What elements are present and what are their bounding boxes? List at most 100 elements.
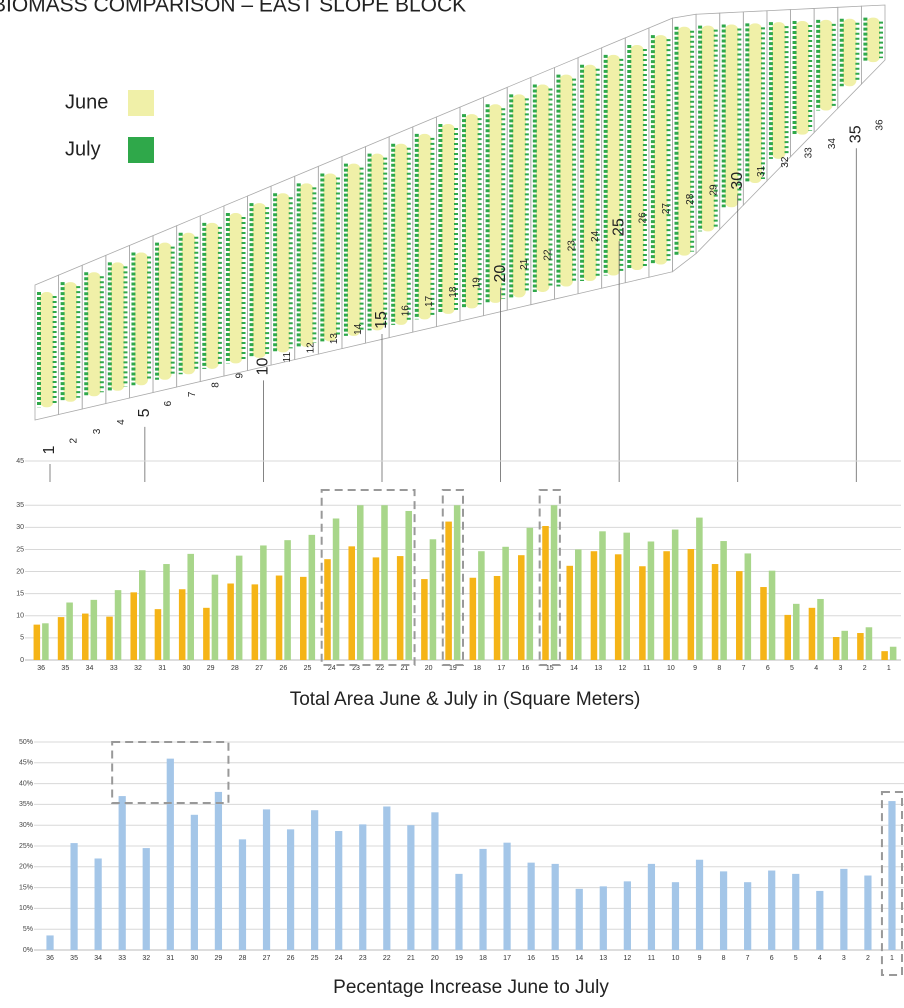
x-tick-label: 30 (190, 955, 198, 962)
x-tick-label: 20 (431, 955, 439, 962)
bar (696, 860, 703, 950)
legend-label: June (65, 91, 108, 113)
y-tick-label: 35 (16, 502, 24, 509)
y-tick-label: 15 (16, 591, 24, 598)
plot-label: 15 (373, 311, 390, 329)
plot-label: 26 (637, 212, 648, 224)
x-tick-label: 3 (842, 955, 846, 962)
bar (119, 796, 126, 950)
bar (599, 531, 606, 660)
plot-label: 32 (780, 156, 791, 168)
x-tick-label: 6 (770, 955, 774, 962)
x-tick-label: 29 (207, 665, 215, 672)
bar (106, 617, 113, 660)
bar (430, 539, 437, 660)
plot-label: 8 (211, 382, 222, 388)
x-tick-label: 32 (142, 955, 150, 962)
y-tick-label: 30% (19, 822, 33, 829)
y-tick-label: 0% (23, 947, 33, 954)
y-tick-label: 10% (19, 905, 33, 912)
bar (311, 810, 318, 950)
bar (663, 551, 670, 660)
x-tick-label: 31 (158, 665, 166, 672)
plot-label: 17 (424, 295, 435, 307)
chart-title: Total Area June & July in (Square Meters… (290, 689, 641, 710)
x-tick-label: 23 (359, 955, 367, 962)
bar (712, 564, 719, 660)
june-cover (394, 144, 408, 325)
bar (252, 584, 259, 660)
x-tick-label: 32 (134, 665, 142, 672)
x-tick-label: 13 (594, 665, 602, 672)
bar (744, 882, 751, 950)
x-tick-label: 11 (643, 665, 650, 672)
bar (397, 556, 404, 660)
bar (203, 608, 210, 660)
x-tick-label: 12 (619, 665, 627, 672)
bar (359, 824, 366, 950)
bar (575, 549, 582, 660)
june-cover (748, 23, 762, 183)
bar (864, 876, 871, 950)
x-tick-label: 8 (717, 665, 721, 672)
bar (857, 633, 864, 660)
bar (816, 891, 823, 950)
june-cover (701, 26, 715, 232)
bar (552, 864, 559, 950)
plot-label: 24 (590, 230, 601, 242)
bar (381, 505, 388, 660)
bar (58, 617, 65, 660)
june-cover (64, 282, 78, 402)
bar (70, 843, 77, 950)
bar (155, 609, 162, 660)
bar (566, 566, 573, 660)
plot-label: 14 (353, 323, 364, 335)
plot-label: 6 (163, 400, 174, 406)
plot-label: 27 (661, 203, 672, 215)
x-tick-label: 19 (455, 955, 463, 962)
plot-label: 16 (400, 305, 411, 317)
plot-label: 31 (756, 165, 767, 177)
y-tick-label: 40% (19, 780, 33, 787)
plot-label: 25 (610, 218, 627, 236)
bar (600, 886, 607, 950)
bar (478, 551, 485, 660)
x-tick-label: 11 (648, 955, 655, 962)
x-tick-label: 25 (311, 955, 319, 962)
x-tick-label: 35 (61, 665, 69, 672)
june-cover (134, 253, 148, 386)
bar (421, 579, 428, 660)
plot-label: 33 (803, 147, 814, 159)
june-cover (205, 223, 219, 369)
bar (383, 806, 390, 950)
x-tick-label: 18 (479, 955, 487, 962)
bar (866, 627, 873, 660)
plot-label: 19 (471, 277, 482, 289)
x-tick-label: 14 (575, 955, 583, 962)
bar (300, 577, 307, 660)
bar (91, 600, 98, 660)
plot-label: 5 (136, 408, 153, 417)
plot-label: 12 (305, 342, 316, 354)
x-tick-label: 36 (37, 665, 45, 672)
bar (615, 554, 622, 660)
june-cover (323, 173, 337, 341)
page: BIOMASS COMPARISON – EAST SLOPE BLOCK Ju… (0, 0, 904, 1003)
y-tick-label: 20% (19, 864, 33, 871)
bar (688, 549, 695, 660)
june-cover (772, 22, 786, 159)
bar (623, 533, 630, 660)
x-tick-label: 29 (215, 955, 223, 962)
plot-label: 23 (566, 240, 577, 252)
plot-label: 30 (729, 172, 746, 190)
x-tick-label: 2 (863, 665, 867, 672)
bar (784, 615, 791, 660)
bar (648, 864, 655, 950)
june-cover (866, 18, 880, 63)
bar (890, 647, 897, 660)
bar (648, 541, 655, 660)
x-tick-label: 31 (166, 955, 174, 962)
june-cover (559, 75, 573, 287)
bar (551, 505, 558, 660)
bar (263, 809, 270, 950)
